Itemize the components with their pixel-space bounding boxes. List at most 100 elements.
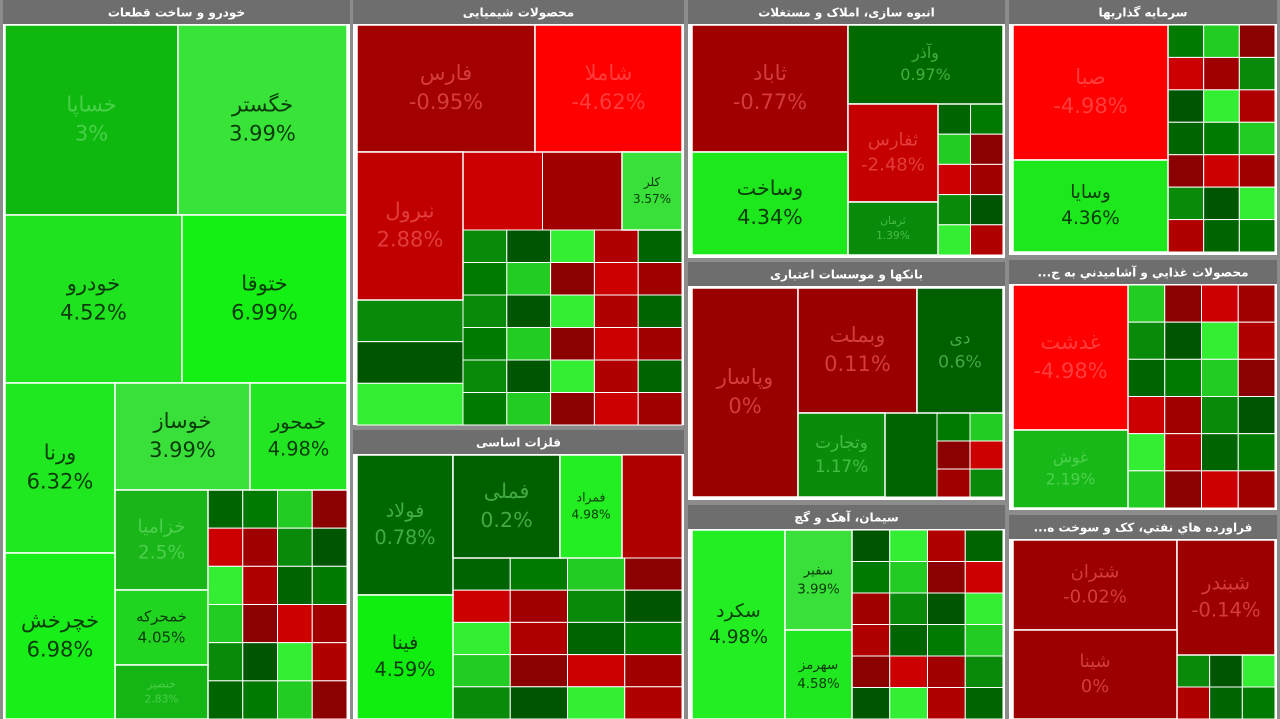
minor-tile: [889, 655, 928, 688]
minor-tile: [462, 151, 543, 231]
minor-tile: [277, 604, 313, 644]
tile-name: وساخت: [737, 176, 803, 200]
minor-tile: [927, 529, 966, 562]
minor-tile: [889, 561, 928, 594]
minor-tile: [509, 654, 568, 688]
minor-tile: [452, 589, 511, 623]
minor-tile: [311, 680, 348, 719]
minor-tile: [1237, 284, 1276, 323]
tile-name: خچرخش: [21, 608, 99, 632]
tile: [559, 454, 623, 559]
tile: [691, 151, 849, 256]
minor-tile: [506, 294, 552, 328]
minor-tile: [593, 359, 639, 393]
minor-tile: [964, 687, 1004, 719]
minor-tile: [567, 686, 626, 719]
minor-tile: [1164, 321, 1202, 360]
tile-change: -0.02%: [1063, 587, 1127, 608]
minor-tile: [851, 529, 891, 562]
tile-change: -4.98%: [1033, 359, 1107, 383]
tile-name: وسایا: [1070, 182, 1111, 203]
tile: [1012, 629, 1178, 719]
minor-tile: [969, 412, 1004, 442]
tile-change: 1.39%: [876, 230, 910, 242]
minor-tile: [1237, 358, 1276, 398]
minor-tile: [356, 382, 464, 426]
minor-tile: [567, 621, 626, 656]
minor-tile: [851, 561, 891, 594]
tile-change: 0.97%: [900, 65, 950, 84]
minor-tile: [1237, 321, 1276, 360]
minor-tile: [506, 359, 552, 393]
minor-tile: [509, 589, 568, 623]
minor-tile: [970, 133, 1004, 165]
tile-name: ورنا: [44, 440, 77, 464]
minor-tile: [356, 299, 464, 343]
minor-tile: [1127, 358, 1166, 398]
minor-tile: [1201, 470, 1239, 509]
tile-name: شبندر: [1201, 571, 1250, 594]
panel-header: [353, 430, 684, 454]
minor-tile: [277, 527, 313, 567]
minor-tile: [936, 412, 971, 442]
panel-header: [688, 262, 1005, 286]
minor-tile: [1238, 89, 1276, 123]
minor-tile: [851, 592, 891, 625]
minor-tile: [506, 262, 552, 296]
tile-name: فولاد: [386, 499, 425, 522]
minor-tile: [637, 229, 683, 263]
minor-tile: [1238, 24, 1276, 58]
tile-name: صبا: [1075, 65, 1106, 89]
panel-title: خودرو و ساخت قطعات: [108, 6, 245, 21]
minor-tile: [311, 565, 348, 605]
minor-tile: [1127, 284, 1166, 323]
minor-tile: [1167, 24, 1205, 58]
minor-tile: [277, 565, 313, 605]
minor-tile: [927, 624, 966, 657]
minor-tile: [1176, 654, 1211, 688]
minor-tile: [1127, 321, 1166, 360]
minor-tile: [550, 294, 595, 328]
minor-tile: [964, 529, 1004, 562]
minor-tile: [1238, 186, 1276, 221]
tile: [691, 24, 849, 153]
minor-tile: [550, 392, 595, 426]
minor-tile: [936, 468, 971, 498]
minor-tile: [1203, 154, 1240, 188]
minor-tile: [624, 589, 683, 623]
tile-change: 0%: [1081, 676, 1109, 697]
minor-tile: [1164, 470, 1202, 509]
minor-tile: [452, 557, 511, 591]
minor-tile: [637, 392, 683, 426]
tile: [4, 552, 116, 719]
minor-tile: [207, 489, 244, 529]
minor-tile: [462, 229, 508, 263]
minor-tile: [970, 103, 1004, 135]
minor-tile: [550, 359, 595, 393]
tile: [1012, 539, 1178, 631]
tile-name: ثاباد: [753, 61, 787, 85]
tile-change: 2.83%: [144, 693, 178, 706]
panel-header: [1009, 515, 1277, 539]
tile: [249, 382, 348, 491]
tile-change: 1.17%: [815, 456, 868, 476]
minor-tile: [506, 392, 552, 426]
minor-tile: [851, 624, 891, 657]
tile-name: وبملت: [830, 323, 886, 347]
panel-header: [3, 0, 350, 24]
minor-tile: [1237, 396, 1276, 435]
panel-header: [1009, 0, 1277, 24]
minor-tile: [1201, 358, 1239, 398]
panel-header: [353, 0, 684, 24]
tile-change: -0.95%: [409, 90, 483, 114]
tile-name: غدشت: [1040, 330, 1100, 354]
minor-tile: [964, 561, 1004, 594]
minor-tile: [1203, 219, 1240, 253]
minor-tile: [462, 359, 508, 393]
tile-change: 4.36%: [1061, 208, 1119, 229]
panel-title: فلزات اساسی: [476, 436, 561, 450]
minor-tile: [1164, 284, 1202, 323]
minor-tile: [1167, 219, 1205, 253]
minor-tile: [884, 412, 938, 498]
minor-tile: [637, 294, 683, 328]
